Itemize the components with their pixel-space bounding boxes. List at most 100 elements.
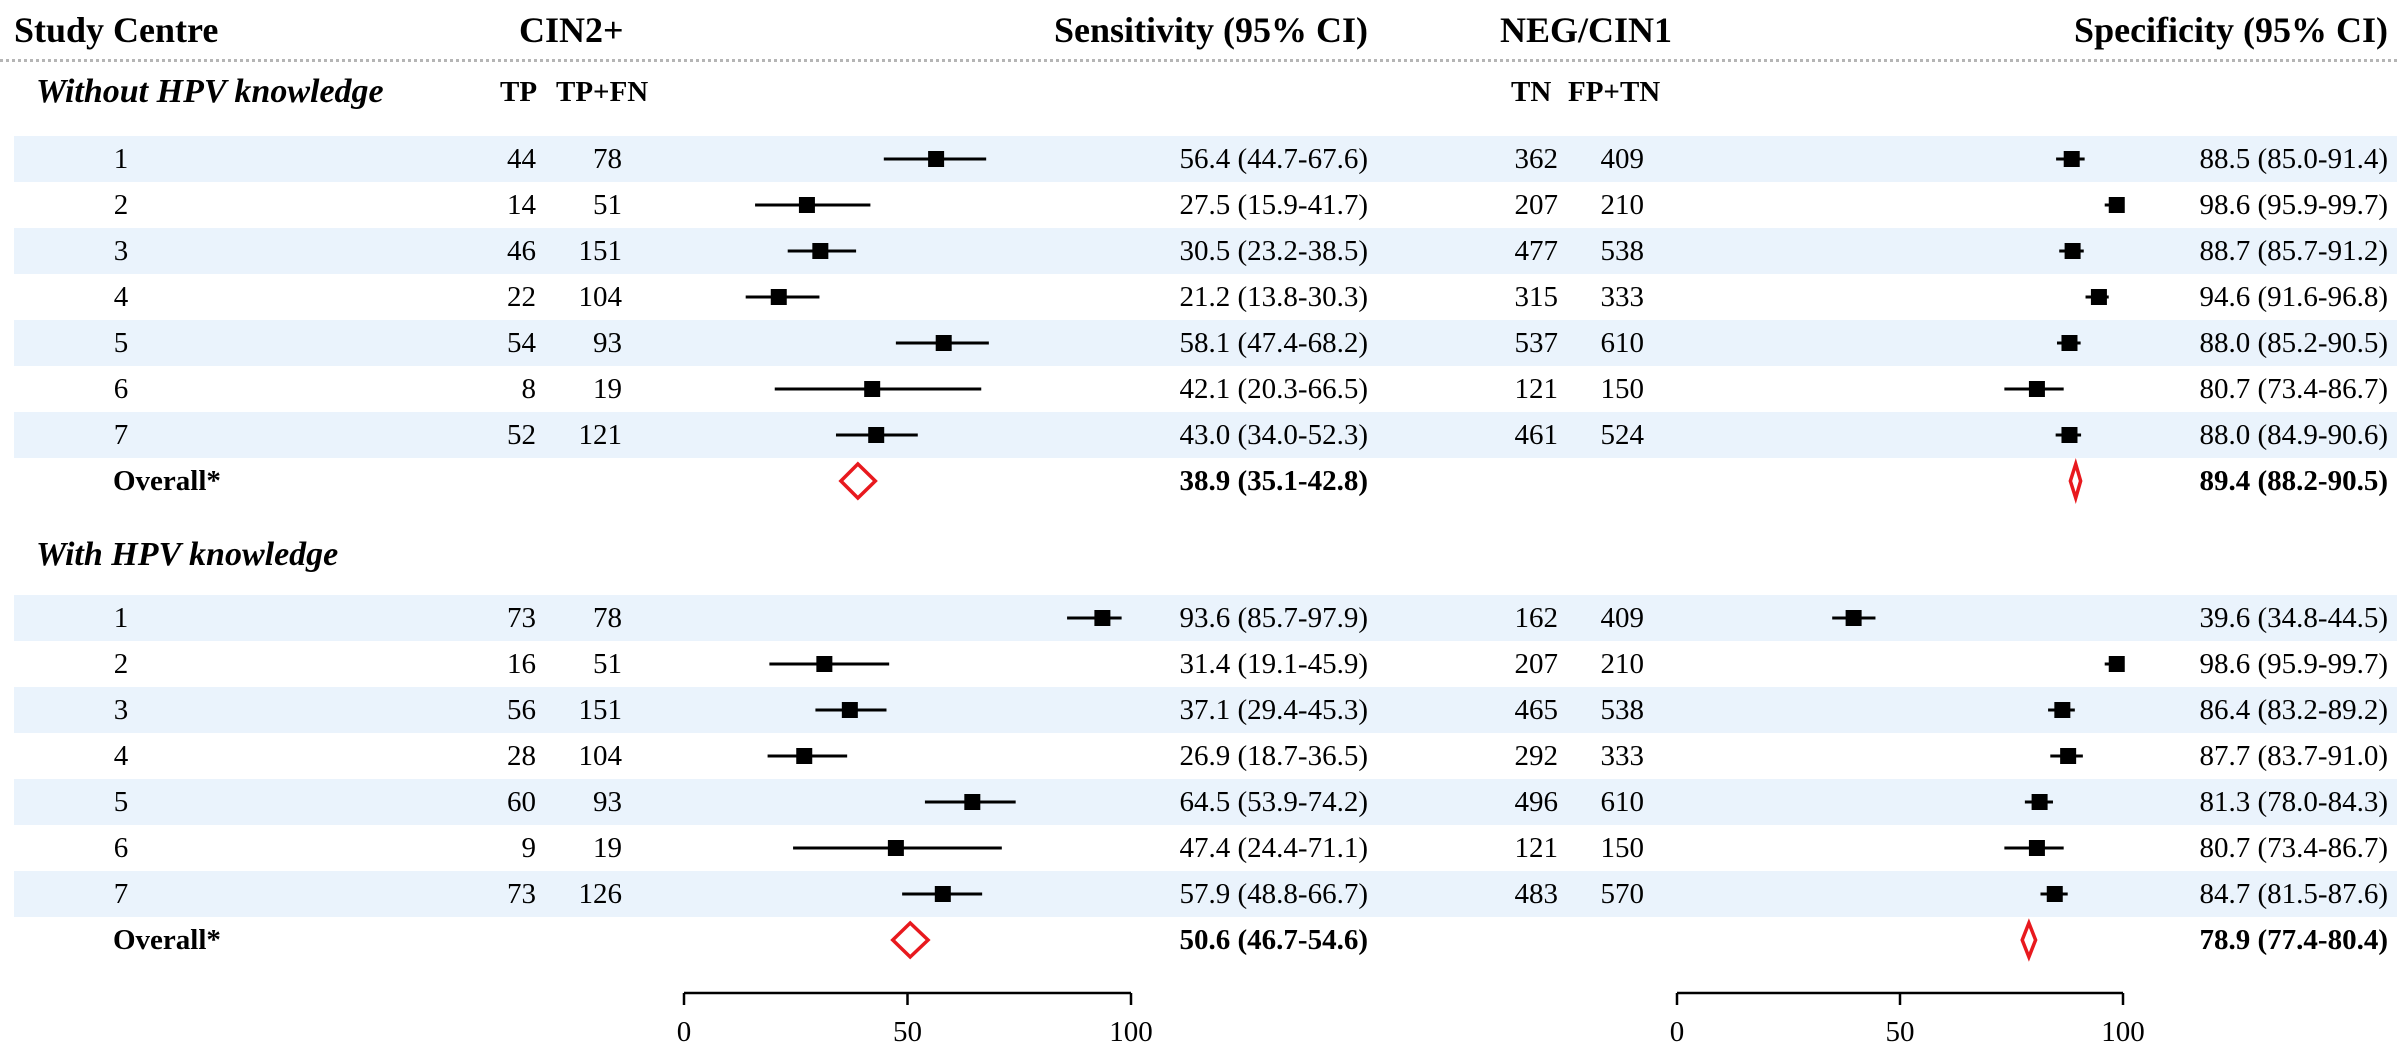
column-fp-tn: FP+TN [1568, 76, 1661, 108]
tp-fn-value: 151 [578, 694, 623, 726]
header-specificity: Specificity (95% CI) [2074, 10, 2388, 50]
sensitivity-point [816, 656, 833, 672]
sensitivity-point [770, 289, 787, 305]
tn-value: 315 [1514, 281, 1559, 313]
sensitivity-ci-text: 42.1 (20.3-66.5) [1179, 373, 1368, 405]
tn-value: 461 [1514, 419, 1559, 451]
overall-sensitivity-diamond [838, 461, 878, 501]
sensitivity-ci-text: 37.1 (29.4-45.3) [1179, 694, 1368, 726]
tn-value: 121 [1514, 832, 1559, 864]
specificity-point [2054, 702, 2071, 718]
specificity-point [2060, 748, 2077, 764]
sensitivity-point [812, 243, 829, 259]
sensitivity-point [796, 748, 813, 764]
fp-tn-value: 150 [1600, 373, 1645, 405]
sensitivity-point [934, 886, 951, 902]
row-band [14, 228, 2397, 274]
row-band [14, 687, 2397, 733]
specificity-point [1845, 610, 1862, 626]
specificity-ci-text: 81.3 (78.0-84.3) [2199, 786, 2388, 818]
overall-sensitivity-diamond [890, 920, 931, 960]
row-band [14, 412, 2397, 458]
specificity-ci-text: 88.7 (85.7-91.2) [2199, 235, 2388, 267]
row-label: 4 [113, 281, 129, 313]
fp-tn-value: 610 [1600, 327, 1645, 359]
fp-tn-value: 570 [1600, 878, 1645, 910]
tp-fn-value: 121 [578, 419, 623, 451]
specificity-tick-label: 100 [2101, 1016, 2145, 1048]
sensitivity-ci-text: 27.5 (15.9-41.7) [1179, 189, 1368, 221]
specificity-point [2108, 197, 2125, 213]
sensitivity-ci-text: 56.4 (44.7-67.6) [1179, 143, 1368, 175]
tp-value: 73 [507, 878, 536, 910]
specificity-ci-text: 94.6 (91.6-96.8) [2199, 281, 2388, 313]
tn-value: 496 [1514, 786, 1559, 818]
tp-value: 73 [507, 602, 536, 634]
overall-specificity-diamond [2020, 918, 2038, 962]
header-neg-cin1: NEG/CIN1 [1500, 10, 1673, 50]
specificity-point [2063, 151, 2080, 167]
tp-value: 56 [507, 694, 536, 726]
sensitivity-ci-text: 47.4 (24.4-71.1) [1179, 832, 1368, 864]
specificity-ci-text: 80.7 (73.4-86.7) [2199, 832, 2388, 864]
specificity-point [2061, 427, 2078, 443]
specificity-point [2090, 289, 2107, 305]
row-label: 7 [113, 419, 129, 451]
tp-value: 52 [507, 419, 536, 451]
tp-value: 60 [507, 786, 536, 818]
row-label: 4 [113, 740, 129, 772]
sensitivity-ci-text: 30.5 (23.2-38.5) [1179, 235, 1368, 267]
row-band [14, 595, 2397, 641]
sensitivity-point [964, 794, 981, 810]
sensitivity-tick-label: 0 [677, 1016, 692, 1048]
specificity-tick-label: 50 [1886, 1016, 1915, 1048]
row-label: 3 [113, 235, 129, 267]
overall-sensitivity-text: 38.9 (35.1-42.8) [1179, 465, 1368, 497]
specificity-tick-label: 0 [1670, 1016, 1685, 1048]
column-tn: TN [1511, 76, 1552, 108]
tp-fn-value: 93 [593, 786, 622, 818]
specificity-point [2028, 381, 2045, 397]
row-label: 2 [113, 189, 129, 221]
sensitivity-point [864, 381, 881, 397]
tn-value: 362 [1514, 143, 1559, 175]
tp-fn-value: 93 [593, 327, 622, 359]
tn-value: 292 [1514, 740, 1559, 772]
tp-fn-value: 19 [593, 373, 622, 405]
header-divider [0, 59, 2397, 62]
row-label: 3 [113, 694, 129, 726]
header-cin2: CIN2+ [519, 10, 624, 50]
specificity-point [2061, 335, 2078, 351]
fp-tn-value: 538 [1600, 235, 1645, 267]
row-label: 1 [113, 143, 129, 175]
tp-value: 14 [507, 189, 536, 221]
specificity-point [2046, 886, 2063, 902]
sensitivity-ci-text: 31.4 (19.1-45.9) [1179, 648, 1368, 680]
row-label: 5 [113, 327, 129, 359]
tp-value: 16 [507, 648, 536, 680]
tn-value: 477 [1514, 235, 1559, 267]
tn-value: 162 [1514, 602, 1559, 634]
fp-tn-value: 333 [1600, 281, 1645, 313]
specificity-ci-text: 88.0 (84.9-90.6) [2199, 419, 2388, 451]
tn-value: 465 [1514, 694, 1559, 726]
fp-tn-value: 333 [1600, 740, 1645, 772]
tn-value: 207 [1514, 648, 1559, 680]
row-label: 5 [113, 786, 129, 818]
sensitivity-point [841, 702, 858, 718]
tn-value: 537 [1514, 327, 1559, 359]
tp-fn-value: 78 [593, 602, 622, 634]
sensitivity-ci-text: 58.1 (47.4-68.2) [1179, 327, 1368, 359]
sensitivity-point [887, 840, 904, 856]
tp-fn-value: 104 [578, 740, 623, 772]
fp-tn-value: 150 [1600, 832, 1645, 864]
tp-value: 54 [507, 327, 536, 359]
overall-specificity-text: 78.9 (77.4-80.4) [2199, 924, 2388, 956]
tp-value: 9 [521, 832, 537, 864]
specificity-ci-text: 88.5 (85.0-91.4) [2199, 143, 2388, 175]
overall-specificity-text: 89.4 (88.2-90.5) [2199, 465, 2388, 497]
overall-specificity-diamond [2068, 457, 2083, 505]
row-band [14, 320, 2397, 366]
header-study-centre: Study Centre [14, 10, 219, 50]
row-band [14, 779, 2397, 825]
